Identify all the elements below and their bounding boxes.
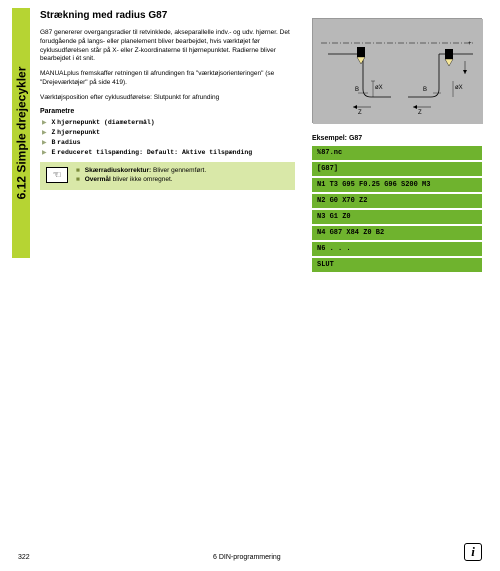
section-tab-label: 6.12 Simple drejecykler	[14, 67, 28, 200]
code-line: %87.nc	[312, 146, 482, 160]
svg-text:øX: øX	[455, 85, 463, 91]
bullet-icon: ■	[76, 167, 80, 174]
param-row: ▶ X hjørnepunkt (diametermål)	[40, 119, 295, 126]
param-code: E	[51, 149, 55, 156]
code-line: N4 G87 X84 Z0 B2	[312, 226, 482, 240]
param-row: ▶ E reduceret tilspænding: Default: Akti…	[40, 149, 295, 156]
note-bold-1: Skærradiuskorrektur:	[85, 167, 151, 174]
page-number: 322	[18, 554, 30, 561]
param-label: hjørnepunkt	[57, 129, 100, 136]
note-line-1: ■ Skærradiuskorrektur: Bliver gennemført…	[76, 167, 206, 176]
svg-text:Z: Z	[358, 110, 362, 116]
code-line: SLUT	[312, 258, 482, 272]
param-row: ▶ B radius	[40, 139, 295, 146]
note-box: ☜ ■ Skærradiuskorrektur: Bliver gennemfø…	[40, 162, 295, 190]
svg-text:øX: øX	[375, 85, 383, 91]
section-tab: 6.12 Simple drejecykler	[12, 8, 30, 258]
code-line: N2 G0 X70 Z2	[312, 194, 482, 208]
paragraph-3: Værktøjsposition efter cyklusudførelse: …	[40, 94, 295, 103]
parameters-header: Parametre	[40, 108, 295, 115]
paragraph-1: G87 genererer overgangsradier til retvin…	[40, 29, 295, 64]
info-icon: i	[464, 543, 482, 561]
note-rest-1: Bliver gennemført.	[151, 167, 206, 174]
code-line: N1 T3 G95 F0.25 G96 S200 M3	[312, 178, 482, 192]
param-code: B	[51, 139, 55, 146]
note-bold-2: Overmål	[85, 176, 111, 183]
note-rest-2: bliver ikke omregnet.	[111, 176, 173, 183]
param-label: radius	[57, 139, 80, 146]
paragraph-2: MANUALplus fremskaffer retningen til afr…	[40, 70, 295, 88]
param-label: reduceret tilspænding: Default: Aktive t…	[57, 149, 252, 156]
param-label: hjørnepunkt (diametermål)	[57, 119, 155, 126]
param-code: Z	[51, 129, 55, 136]
bullet-icon: ▶	[42, 130, 47, 136]
svg-text:B: B	[423, 87, 427, 93]
example-label: Eksempel: G87	[312, 135, 482, 142]
hand-icon: ☜	[46, 167, 68, 183]
param-row: ▶ Z hjørnepunkt	[40, 129, 295, 136]
note-line-2: ■ Overmål bliver ikke omregnet.	[76, 176, 206, 185]
chapter-label: 6 DIN-programmering	[213, 554, 281, 561]
note-content: ■ Skærradiuskorrektur: Bliver gennemført…	[76, 167, 206, 185]
main-content: Strækning med radius G87 G87 genererer o…	[40, 10, 295, 190]
svg-text:Z: Z	[418, 110, 422, 116]
bullet-icon: ▶	[42, 150, 47, 156]
svg-text:B: B	[355, 87, 359, 93]
param-code: X	[51, 119, 55, 126]
code-line: N6 . . .	[312, 242, 482, 256]
code-line: N3 G1 Z0	[312, 210, 482, 224]
svg-text:+: +	[468, 41, 472, 47]
code-line: [G87]	[312, 162, 482, 176]
technical-diagram: B øX Z B øX Z +	[312, 18, 482, 123]
code-example: Eksempel: G87 %87.nc [G87] N1 T3 G95 F0.…	[312, 135, 482, 274]
page-footer: 322 6 DIN-programmering i	[18, 543, 482, 561]
bullet-icon: ▶	[42, 140, 47, 146]
bullet-icon: ▶	[42, 120, 47, 126]
page-title: Strækning med radius G87	[40, 10, 295, 21]
bullet-icon: ■	[76, 176, 80, 183]
